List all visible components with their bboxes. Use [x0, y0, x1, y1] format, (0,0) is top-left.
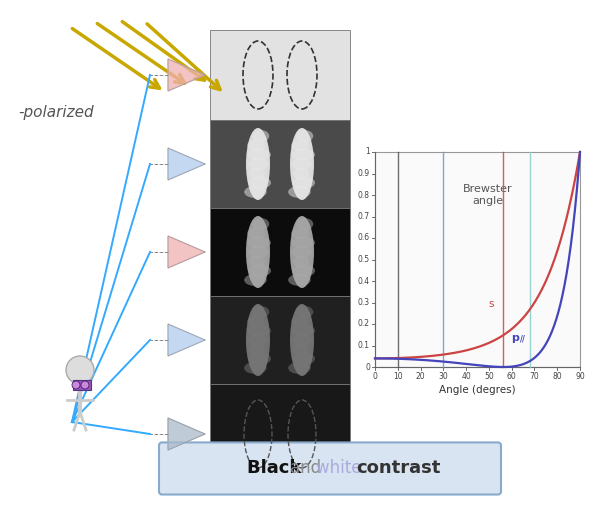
Ellipse shape — [291, 237, 315, 249]
Ellipse shape — [291, 325, 315, 337]
Bar — [210, 208, 350, 296]
Ellipse shape — [296, 306, 313, 318]
Polygon shape — [168, 59, 205, 91]
Text: 30: 30 — [439, 372, 448, 381]
Polygon shape — [168, 236, 205, 268]
Polygon shape — [168, 148, 205, 180]
Ellipse shape — [293, 265, 315, 276]
Text: and: and — [290, 459, 326, 478]
Text: 1: 1 — [365, 147, 370, 157]
Circle shape — [66, 356, 94, 384]
Ellipse shape — [248, 158, 268, 170]
Ellipse shape — [288, 362, 311, 374]
Text: 0.6: 0.6 — [358, 233, 370, 243]
Ellipse shape — [246, 128, 270, 200]
Bar — [73, 380, 91, 390]
Ellipse shape — [247, 237, 271, 249]
Ellipse shape — [244, 274, 266, 286]
Text: 0: 0 — [373, 372, 377, 381]
Text: 0.2: 0.2 — [358, 319, 370, 329]
Text: Angle (degres): Angle (degres) — [439, 385, 516, 395]
Text: Brewster
angle: Brewster angle — [463, 184, 512, 206]
Ellipse shape — [290, 216, 314, 288]
Bar — [375, 152, 580, 367]
Ellipse shape — [292, 334, 312, 346]
Bar — [210, 296, 350, 384]
Text: contrast: contrast — [356, 459, 440, 478]
Ellipse shape — [288, 186, 311, 198]
Text: 20: 20 — [416, 372, 425, 381]
FancyBboxPatch shape — [159, 442, 501, 495]
Text: 0.8: 0.8 — [358, 190, 370, 200]
Ellipse shape — [288, 274, 311, 286]
Ellipse shape — [293, 344, 309, 355]
Ellipse shape — [249, 167, 265, 179]
Ellipse shape — [247, 315, 265, 327]
Ellipse shape — [247, 227, 265, 239]
Text: Black: Black — [247, 459, 308, 478]
Text: 0.7: 0.7 — [358, 212, 370, 221]
Ellipse shape — [249, 177, 271, 188]
Ellipse shape — [293, 255, 309, 267]
Ellipse shape — [246, 216, 270, 288]
Ellipse shape — [247, 139, 265, 152]
Text: 0.4: 0.4 — [358, 276, 370, 286]
Text: -polarized: -polarized — [18, 104, 94, 119]
Ellipse shape — [290, 304, 314, 376]
Text: 10: 10 — [393, 372, 403, 381]
Ellipse shape — [291, 315, 309, 327]
Text: 0.1: 0.1 — [358, 341, 370, 350]
Ellipse shape — [296, 130, 313, 142]
Ellipse shape — [249, 255, 265, 267]
Text: s: s — [488, 299, 494, 309]
Text: white: white — [316, 459, 367, 478]
Text: 50: 50 — [484, 372, 494, 381]
Ellipse shape — [244, 362, 266, 374]
Text: 70: 70 — [530, 372, 539, 381]
Circle shape — [72, 381, 80, 389]
Ellipse shape — [292, 246, 312, 258]
Text: 80: 80 — [553, 372, 562, 381]
Ellipse shape — [249, 265, 271, 276]
Bar — [210, 30, 350, 120]
Bar — [210, 384, 350, 484]
Ellipse shape — [290, 128, 314, 200]
Polygon shape — [168, 418, 205, 450]
Text: 0: 0 — [365, 362, 370, 372]
Ellipse shape — [293, 353, 315, 365]
Polygon shape — [168, 324, 205, 356]
Ellipse shape — [247, 148, 271, 161]
Circle shape — [81, 381, 89, 389]
Text: 0.5: 0.5 — [358, 255, 370, 264]
Text: 0.9: 0.9 — [358, 169, 370, 178]
Ellipse shape — [291, 148, 315, 161]
Ellipse shape — [292, 158, 312, 170]
Text: 40: 40 — [461, 372, 471, 381]
Ellipse shape — [291, 139, 309, 152]
Ellipse shape — [249, 353, 271, 365]
Text: 0.3: 0.3 — [358, 298, 370, 307]
Ellipse shape — [291, 227, 309, 239]
Ellipse shape — [249, 344, 265, 355]
Ellipse shape — [248, 334, 268, 346]
Ellipse shape — [296, 218, 313, 230]
Bar — [210, 120, 350, 208]
Text: 90: 90 — [575, 372, 585, 381]
Ellipse shape — [247, 325, 271, 337]
Ellipse shape — [293, 177, 315, 188]
Text: 60: 60 — [507, 372, 517, 381]
Ellipse shape — [248, 246, 268, 258]
Ellipse shape — [252, 306, 269, 318]
Ellipse shape — [246, 304, 270, 376]
Ellipse shape — [252, 130, 269, 142]
Ellipse shape — [244, 186, 266, 198]
Ellipse shape — [252, 218, 269, 230]
Ellipse shape — [293, 167, 309, 179]
Text: $\mathbf{p_{//}}$: $\mathbf{p_{//}}$ — [511, 333, 526, 346]
